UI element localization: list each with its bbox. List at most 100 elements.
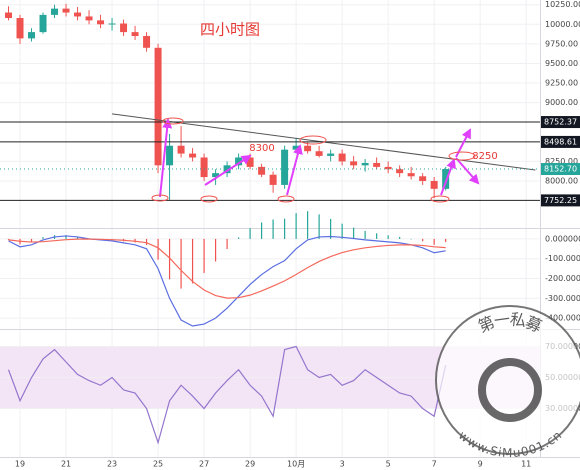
candle-body [373, 162, 381, 167]
chart-title: 四小时图 [200, 21, 260, 39]
candle-body [62, 8, 70, 13]
x-tick-label: 27 [199, 460, 209, 469]
arrow [440, 158, 456, 196]
ring [448, 151, 476, 161]
candle-body [143, 36, 151, 48]
candle-body [442, 169, 450, 189]
histogram-bar [226, 238, 228, 249]
ring [151, 194, 169, 202]
histogram-bar [65, 235, 67, 239]
candle-body [120, 23, 128, 33]
histogram-bar [341, 223, 343, 239]
candle-body [85, 16, 93, 21]
histogram-bar [261, 222, 263, 239]
y-tick-label: -100.000000 [545, 254, 580, 263]
arrow [286, 144, 303, 196]
x-tick-label: 9 [478, 460, 483, 469]
watermark: 第一私募 www.SiMu001.cn [435, 305, 580, 460]
histogram-bar [387, 235, 389, 239]
histogram-bar [180, 238, 182, 289]
y-tick-label: 10000.00 [545, 20, 580, 29]
y-tick-label: 9750.00 [545, 39, 578, 48]
histogram-bar [237, 237, 240, 239]
x-tick-label: 29 [245, 460, 255, 469]
candle-body [246, 157, 254, 167]
candle-body [315, 151, 323, 156]
x-tick-label: 11 [521, 460, 531, 469]
candle-body [28, 32, 36, 39]
y-tick-label: 8000.00 [545, 176, 578, 185]
series-line [8, 238, 446, 299]
y-tick-label: 9500.00 [545, 59, 578, 68]
histogram-bar [410, 238, 412, 240]
candle-body [200, 157, 208, 178]
series-line [7, 345, 447, 445]
candle-body [338, 153, 346, 162]
y-tick-label: 0.000000 [545, 234, 580, 243]
watermark-ring [435, 305, 580, 455]
x-tick-label: 7 [432, 460, 437, 469]
histogram-bar [376, 233, 378, 239]
candle-body [177, 145, 185, 154]
candle-body [97, 20, 105, 25]
arrow [204, 154, 252, 186]
histogram-bar [191, 238, 194, 284]
candle-body [350, 161, 358, 166]
candle-body [166, 145, 174, 166]
y-tick-label: -300.000000 [545, 294, 580, 303]
histogram-bar [42, 237, 44, 239]
candle-body [154, 47, 162, 166]
histogram-bar [284, 218, 286, 239]
histogram-bar [157, 238, 159, 260]
candle-body [189, 153, 197, 158]
level-label: 8752.37 [544, 118, 577, 127]
histogram-bar [214, 238, 217, 262]
histogram-bar [433, 238, 435, 245]
candle-body [304, 145, 312, 152]
histogram-bar [249, 228, 251, 239]
histogram-bar [422, 238, 424, 242]
level-label-box [541, 116, 580, 129]
arrow [455, 157, 480, 185]
x-tick-label: 10月 [287, 460, 305, 469]
candle-body [258, 166, 266, 175]
ring [162, 117, 184, 125]
y-tick-label: -400.000000 [545, 314, 580, 323]
y-tick-label: -200.000000 [545, 274, 580, 283]
candle-body [269, 174, 277, 185]
level-label: 7752.25 [544, 196, 577, 205]
x-tick-label: 23 [107, 460, 117, 469]
candle-body [39, 14, 47, 33]
candle-body [5, 12, 13, 19]
histogram-bar [307, 211, 309, 239]
price-label-box [541, 163, 580, 176]
x-tick-label: 21 [61, 460, 71, 469]
candle-body [384, 166, 392, 170]
arrow [159, 118, 173, 198]
candle-body [419, 176, 427, 181]
histogram-bar [203, 238, 205, 273]
histogram-bar [318, 214, 320, 239]
price-label: 8152.70 [544, 165, 577, 174]
candle-body [212, 173, 220, 178]
candle-body [281, 149, 289, 185]
candle-body [74, 12, 82, 17]
candle-body [223, 165, 231, 174]
candle-body [108, 23, 116, 25]
x-tick-label: 3 [340, 460, 345, 469]
ring [430, 195, 450, 203]
histogram-bar [168, 238, 171, 280]
histogram-bar [353, 227, 355, 239]
x-tick-label: 19 [15, 460, 25, 469]
candle-body [16, 18, 24, 39]
candle-body [361, 162, 369, 166]
y-tick-label: 8250.00 [545, 157, 578, 166]
candle-body [51, 8, 59, 15]
histogram-bar [30, 238, 33, 242]
ring [200, 195, 218, 203]
histogram-bar [295, 213, 297, 239]
level-label-box [541, 135, 580, 148]
candle-body [396, 169, 404, 174]
candle-body [235, 157, 243, 166]
